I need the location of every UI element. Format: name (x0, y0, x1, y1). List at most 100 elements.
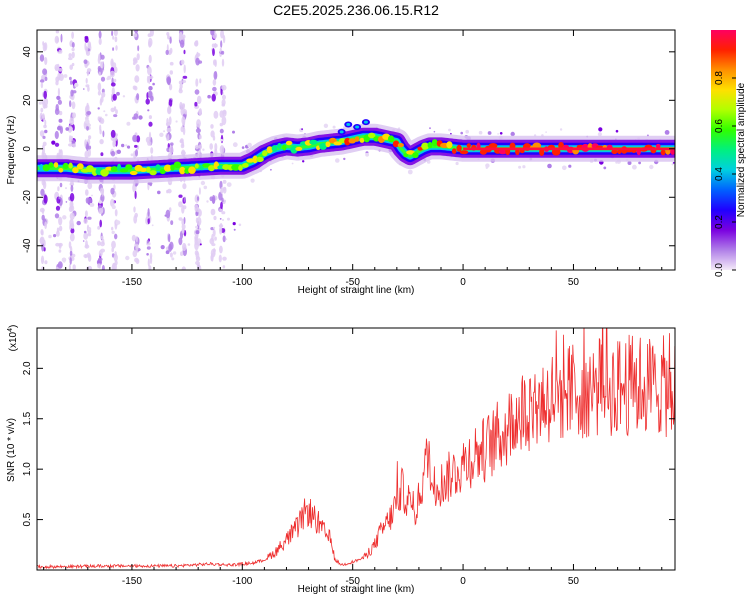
ridge-blob (208, 165, 215, 172)
noise-blob (219, 47, 222, 53)
speckle-dot (232, 142, 238, 148)
speckle-dot (126, 145, 131, 149)
noise-blob (148, 75, 151, 85)
noise-blob (133, 113, 139, 120)
speckle-dot (465, 129, 470, 134)
noise-blob (218, 224, 224, 228)
speckle-dot (522, 165, 526, 169)
speckle-dot (105, 113, 108, 117)
noise-blob (222, 256, 227, 261)
speckle-dot (165, 250, 170, 255)
noise-blob (102, 130, 105, 138)
speckle-dot (172, 251, 177, 255)
noise-blob (86, 125, 89, 131)
speckle-dot (44, 129, 48, 134)
ridge-blob (149, 170, 157, 176)
noise-blob (196, 119, 201, 128)
speckle-dot (116, 91, 120, 96)
speckle-dot (122, 95, 126, 98)
speckle-dot (146, 253, 149, 256)
noise-blob (100, 194, 105, 202)
noise-blob (97, 65, 101, 72)
noise-blob (58, 249, 62, 253)
noise-blob (97, 263, 100, 269)
colorbar-tick-label: 0.6 (714, 119, 725, 133)
noise-blob (222, 265, 226, 269)
colorbar-label: Normalized spectral amplitude (736, 82, 747, 217)
ridge-blob (456, 144, 462, 152)
colorbar-tick-label: 0.2 (714, 215, 725, 229)
noise-blob (99, 241, 105, 247)
ridge-blob (100, 169, 109, 177)
noise-blob (114, 36, 118, 43)
speckle-dot (97, 107, 100, 110)
noise-blob (68, 241, 72, 249)
ridge-blob (277, 143, 282, 149)
speckle-dot (671, 163, 674, 166)
ridge-blob (163, 164, 172, 172)
noise-blob (213, 110, 219, 119)
speckle-dot (200, 180, 206, 186)
noise-blob (147, 258, 150, 267)
noise-blob (69, 117, 75, 126)
noise-blob (181, 266, 186, 270)
noise-blob (220, 40, 223, 48)
speckle-dot (198, 238, 201, 241)
speckle-dot (160, 245, 165, 250)
noise-blob (40, 82, 44, 89)
noise-blob (132, 57, 138, 63)
noise-blob (135, 64, 140, 72)
ridge-blob (179, 166, 186, 175)
noise-blob (99, 129, 102, 135)
noise-blob (211, 243, 216, 247)
ridge-blob (39, 164, 44, 171)
noise-blob (101, 188, 104, 197)
y-tick-label: 40 (22, 46, 33, 58)
noise-blob (198, 134, 202, 140)
noise-blob (220, 88, 223, 96)
noise-blob (57, 99, 63, 105)
noise-blob (147, 217, 150, 225)
y-tick-label: 2.0 (22, 361, 33, 375)
noise-blob (40, 255, 45, 265)
noise-blob (87, 254, 92, 262)
speckle-dot (103, 110, 106, 113)
noise-blob (58, 49, 63, 54)
noise-blob (135, 243, 139, 252)
noise-blob (114, 209, 118, 217)
noise-blob (44, 57, 48, 65)
noise-blob (71, 51, 75, 59)
speckle-dot (222, 219, 224, 221)
speckle-dot (159, 132, 164, 137)
noise-blob (44, 260, 48, 265)
speckle-dot (672, 162, 675, 164)
noise-blob (83, 254, 88, 258)
noise-blob (213, 247, 216, 255)
noise-blob (133, 206, 136, 213)
ridge-blob (129, 170, 138, 176)
speckle-dot (151, 224, 154, 227)
speckle-dot (597, 132, 603, 137)
noise-blob (135, 183, 138, 187)
noise-blob (195, 78, 199, 87)
noise-blob (199, 78, 202, 84)
noise-blob (68, 143, 73, 147)
snr-multiplier-base: (x10 (8, 331, 19, 351)
x-tick-label: -50 (345, 576, 360, 587)
ridge-blob (119, 168, 129, 173)
ridge-blob (170, 164, 175, 171)
noise-blob (56, 227, 60, 233)
noise-blob (212, 229, 216, 237)
speckle-dot (115, 220, 121, 225)
speckle-dot (335, 158, 340, 163)
noise-blob (222, 94, 226, 100)
noise-blob (135, 235, 138, 243)
side-lobe-core (346, 123, 351, 127)
noise-blob (71, 62, 75, 67)
speckle-dot (51, 140, 56, 145)
speckle-dot (450, 132, 452, 135)
speckle-dot (603, 166, 607, 170)
noise-blob (168, 99, 173, 107)
speckle-dot (65, 127, 70, 131)
noise-blob (44, 119, 47, 127)
